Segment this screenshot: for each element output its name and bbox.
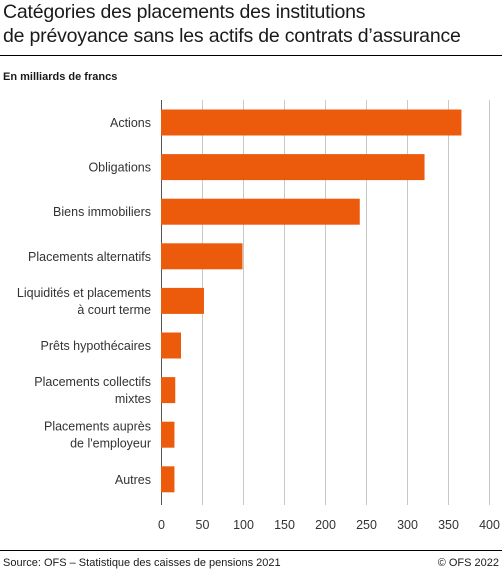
x-tick-label: 100 <box>233 518 254 532</box>
bar <box>161 377 176 404</box>
chart-title-line-2: de prévoyance sans les actifs de contrat… <box>3 25 461 47</box>
category-label: mixtes <box>115 392 151 406</box>
category-label: Actions <box>110 116 151 130</box>
copyright-note: © OFS 2022 <box>437 557 499 569</box>
bar <box>161 287 204 314</box>
source-note: Source: OFS – Statistique des caisses de… <box>3 557 281 569</box>
x-tick-label: 350 <box>438 518 459 532</box>
bar <box>161 109 462 136</box>
category-label: Placements alternatifs <box>28 250 151 264</box>
bar <box>161 421 175 448</box>
bar <box>161 198 360 225</box>
category-label: de l'employeur <box>70 437 151 451</box>
title-divider <box>0 55 502 56</box>
bar <box>161 332 181 359</box>
chart-title-line-1: Catégories des placements des institutio… <box>3 1 366 23</box>
bar-chart: Actions Obligations Biens immobiliers Place… <box>17 100 500 532</box>
footer-divider <box>0 550 502 551</box>
category-label: Liquidités et placements <box>17 286 151 300</box>
chart-title: Catégories des placements des institutio… <box>3 0 499 48</box>
x-tick-label: 400 <box>479 518 500 532</box>
category-label: Prêts hypothécaires <box>41 339 151 353</box>
x-tick-label: 0 <box>158 518 165 532</box>
category-label: Placements collectifs <box>34 375 151 389</box>
category-label: à court terme <box>77 303 151 317</box>
bar-layer <box>161 109 462 493</box>
x-tick-label: 300 <box>397 518 418 532</box>
x-tick-label: 250 <box>356 518 377 532</box>
bar <box>161 154 425 181</box>
bar <box>161 466 175 493</box>
category-label-layer: Actions Obligations Biens immobiliers Place… <box>17 116 151 487</box>
x-axis-tick-layer: 0 50 100 150 200 250 300 350 400 <box>158 518 500 532</box>
bar <box>161 243 243 270</box>
x-tick-label: 200 <box>315 518 336 532</box>
category-label: Obligations <box>88 161 151 175</box>
category-label: Placements auprès <box>44 420 151 434</box>
category-label: Biens immobiliers <box>53 205 151 219</box>
x-tick-label: 50 <box>196 518 210 532</box>
x-tick-label: 150 <box>274 518 295 532</box>
category-label: Autres <box>115 473 151 487</box>
unit-label: En milliards de francs <box>3 71 118 83</box>
